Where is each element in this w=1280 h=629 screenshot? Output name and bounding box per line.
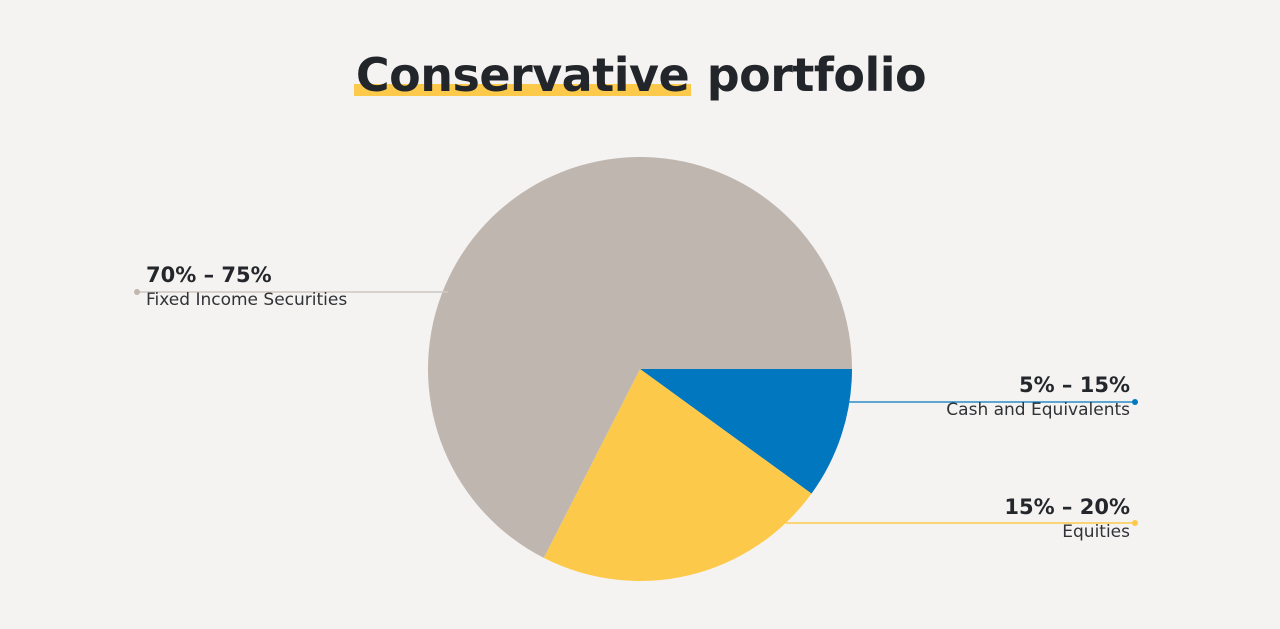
label-cash: 5% – 15% Cash and Equivalents [946, 372, 1130, 422]
leader-dot-equities [1132, 520, 1138, 526]
label-fixed-income-range: 70% – 75% [146, 263, 272, 287]
label-equities-range: 15% – 20% [1004, 495, 1130, 519]
title-highlight: Conservative [353, 48, 692, 102]
chart-title-wrap: Conservative portfolio [0, 44, 1280, 106]
leader-dot-cash [1132, 399, 1138, 405]
label-fixed-income: 70% – 75% Fixed Income Securities [146, 262, 347, 312]
pie-slice-fixed-income [428, 157, 852, 558]
label-equities-name: Equities [1062, 522, 1130, 542]
pie-slices [428, 157, 852, 581]
label-equities: 15% – 20% Equities [1004, 494, 1130, 544]
pie-slice-cash [640, 369, 852, 494]
label-cash-name: Cash and Equivalents [946, 400, 1130, 420]
chart-title: Conservative portfolio [353, 44, 927, 106]
leader-dot-fixed-income [134, 289, 140, 295]
label-fixed-income-name: Fixed Income Securities [146, 290, 348, 310]
label-cash-range: 5% – 15% [1018, 373, 1130, 397]
pie-slice-equities [543, 369, 812, 581]
title-rest: portfolio [706, 48, 927, 102]
